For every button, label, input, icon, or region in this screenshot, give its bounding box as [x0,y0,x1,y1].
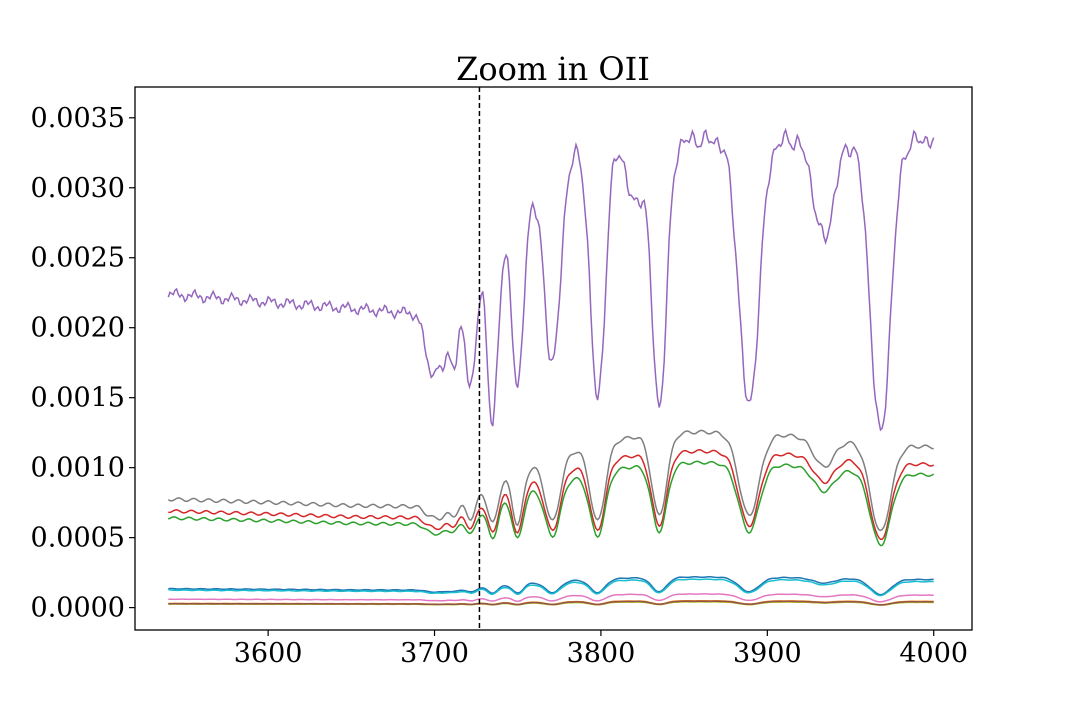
y-tick-label: 0.0000 [31,593,125,624]
x-tick-label: 3800 [567,638,636,669]
y-tick-label: 0.0025 [31,243,125,274]
chart-title: Zoom in OII [456,50,650,88]
series-line [168,593,934,603]
y-axis: 0.0000 0.0005 0.0010 0.0015 0.0020 0.0025 0.00… [31,103,135,624]
series-layer [167,127,935,606]
y-tick-label: 0.0010 [31,453,125,484]
y-tick-label: 0.0035 [31,103,125,134]
y-tick-label: 0.0020 [31,313,125,344]
series-line [168,449,935,541]
x-tick-label: 3600 [234,638,303,669]
y-tick-label: 0.0005 [31,523,125,554]
y-tick-label: 0.0030 [31,173,125,204]
series-line [167,429,934,532]
series-line [168,578,934,597]
series-line [167,127,935,432]
y-tick-label: 0.0015 [31,383,125,414]
x-tick-label: 3900 [733,638,802,669]
x-axis: 3600 3700 3800 3900 4000 [234,630,968,669]
x-tick-label: 3700 [400,638,469,669]
series-line [168,576,934,596]
x-tick-label: 4000 [899,638,968,669]
series-line [167,460,935,547]
series-line [168,600,934,606]
plot-frame [134,86,973,631]
